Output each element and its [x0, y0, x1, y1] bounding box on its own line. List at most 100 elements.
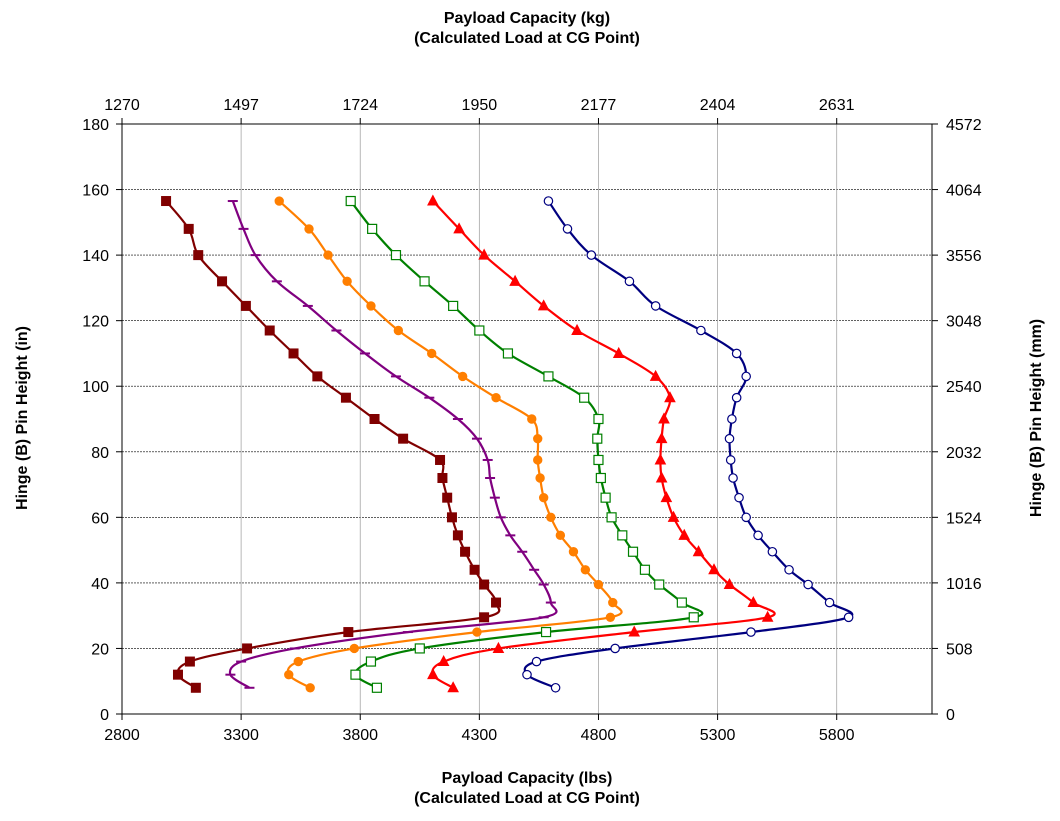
data-point	[725, 455, 736, 465]
data-point	[723, 577, 736, 590]
top-tick-label: 1724	[342, 97, 378, 114]
series	[345, 195, 704, 693]
data-point	[696, 325, 706, 336]
data-point	[242, 643, 253, 654]
data-point	[734, 492, 744, 503]
top-axis-title-line2: (Calculated Load at CG Point)	[414, 30, 640, 47]
data-point	[655, 471, 668, 483]
right-tick-label: 3048	[946, 314, 982, 331]
data-point	[460, 546, 471, 557]
data-point	[448, 300, 459, 312]
data-point	[741, 512, 751, 523]
data-point	[293, 656, 303, 667]
data-point	[540, 626, 552, 638]
data-point	[543, 371, 554, 382]
data-point	[784, 564, 794, 575]
y-tick-label: 20	[91, 641, 109, 658]
y-tick-label: 60	[91, 510, 109, 527]
data-point	[593, 454, 604, 466]
data-point	[610, 643, 620, 654]
y-tick-label: 100	[82, 379, 109, 396]
data-point	[509, 274, 521, 286]
data-point	[437, 473, 448, 483]
series	[274, 196, 623, 693]
x-tick-label: 4300	[462, 727, 498, 744]
data-point	[678, 528, 691, 540]
data-point	[184, 656, 195, 667]
tick-layer: 2800 3300 3800 4300 4800 5300 5800 1270 1497 1724…	[82, 97, 981, 744]
series-line	[278, 200, 623, 689]
data-point	[593, 579, 604, 590]
data-point	[608, 597, 618, 608]
data-point	[442, 492, 453, 503]
data-point	[491, 597, 502, 608]
y-tick-label: 40	[91, 576, 109, 593]
data-point	[586, 250, 597, 260]
data-point	[571, 323, 583, 335]
data-point	[649, 369, 662, 381]
data-point	[367, 223, 378, 234]
data-point	[427, 194, 439, 206]
data-point	[579, 392, 590, 403]
data-point	[427, 348, 437, 359]
data-point	[398, 433, 409, 444]
top-axis-title-line1: Payload Capacity (kg)	[444, 10, 610, 27]
data-point	[660, 491, 673, 503]
data-point	[667, 510, 680, 522]
right-tick-label: 1524	[946, 510, 982, 527]
right-tick-label: 3556	[946, 248, 982, 265]
data-point	[592, 433, 603, 444]
data-point	[580, 565, 591, 575]
data-point	[664, 391, 676, 403]
data-point	[369, 414, 380, 424]
data-point	[824, 597, 835, 608]
plot-frame	[121, 123, 933, 715]
data-point	[535, 473, 545, 483]
data-point	[474, 325, 485, 336]
right-axis-title: Hinge (B) Pin Height (mm)	[1028, 319, 1045, 517]
data-point	[612, 346, 625, 358]
data-point	[753, 530, 763, 541]
data-point	[349, 643, 359, 654]
data-point	[274, 196, 284, 206]
x-tick-label: 3300	[223, 727, 259, 744]
data-point	[217, 276, 228, 287]
data-point	[365, 656, 377, 667]
y-tick-label: 120	[82, 314, 109, 331]
top-tick-label: 1270	[104, 97, 140, 114]
data-point	[447, 681, 459, 693]
data-point	[478, 248, 490, 260]
y-tick-label: 80	[91, 445, 109, 462]
data-point	[538, 492, 549, 503]
data-point	[727, 414, 737, 424]
data-point	[264, 325, 275, 336]
data-point	[600, 492, 611, 503]
data-point	[741, 371, 751, 382]
top-tick-label: 2177	[581, 97, 617, 114]
data-point	[627, 546, 639, 557]
data-point	[172, 669, 183, 680]
data-point	[161, 196, 172, 207]
data-point	[605, 612, 616, 623]
data-point	[562, 224, 573, 234]
data-point	[692, 545, 705, 557]
data-point	[284, 669, 294, 680]
data-point	[183, 223, 194, 234]
data-point	[639, 564, 651, 575]
data-point	[624, 276, 635, 287]
data-point	[502, 348, 514, 359]
series	[522, 196, 854, 693]
data-point	[453, 222, 465, 234]
x-tick-label: 2800	[104, 727, 140, 744]
data-point	[617, 530, 628, 541]
data-point	[650, 301, 661, 311]
data-point	[446, 512, 457, 523]
x-tick-label: 4800	[581, 727, 617, 744]
data-point	[305, 683, 315, 693]
data-point	[345, 195, 356, 207]
data-point	[288, 348, 299, 359]
data-point	[533, 433, 543, 444]
data-point	[676, 597, 687, 608]
bottom-axis-title-line1: Payload Capacity (lbs)	[442, 770, 613, 787]
